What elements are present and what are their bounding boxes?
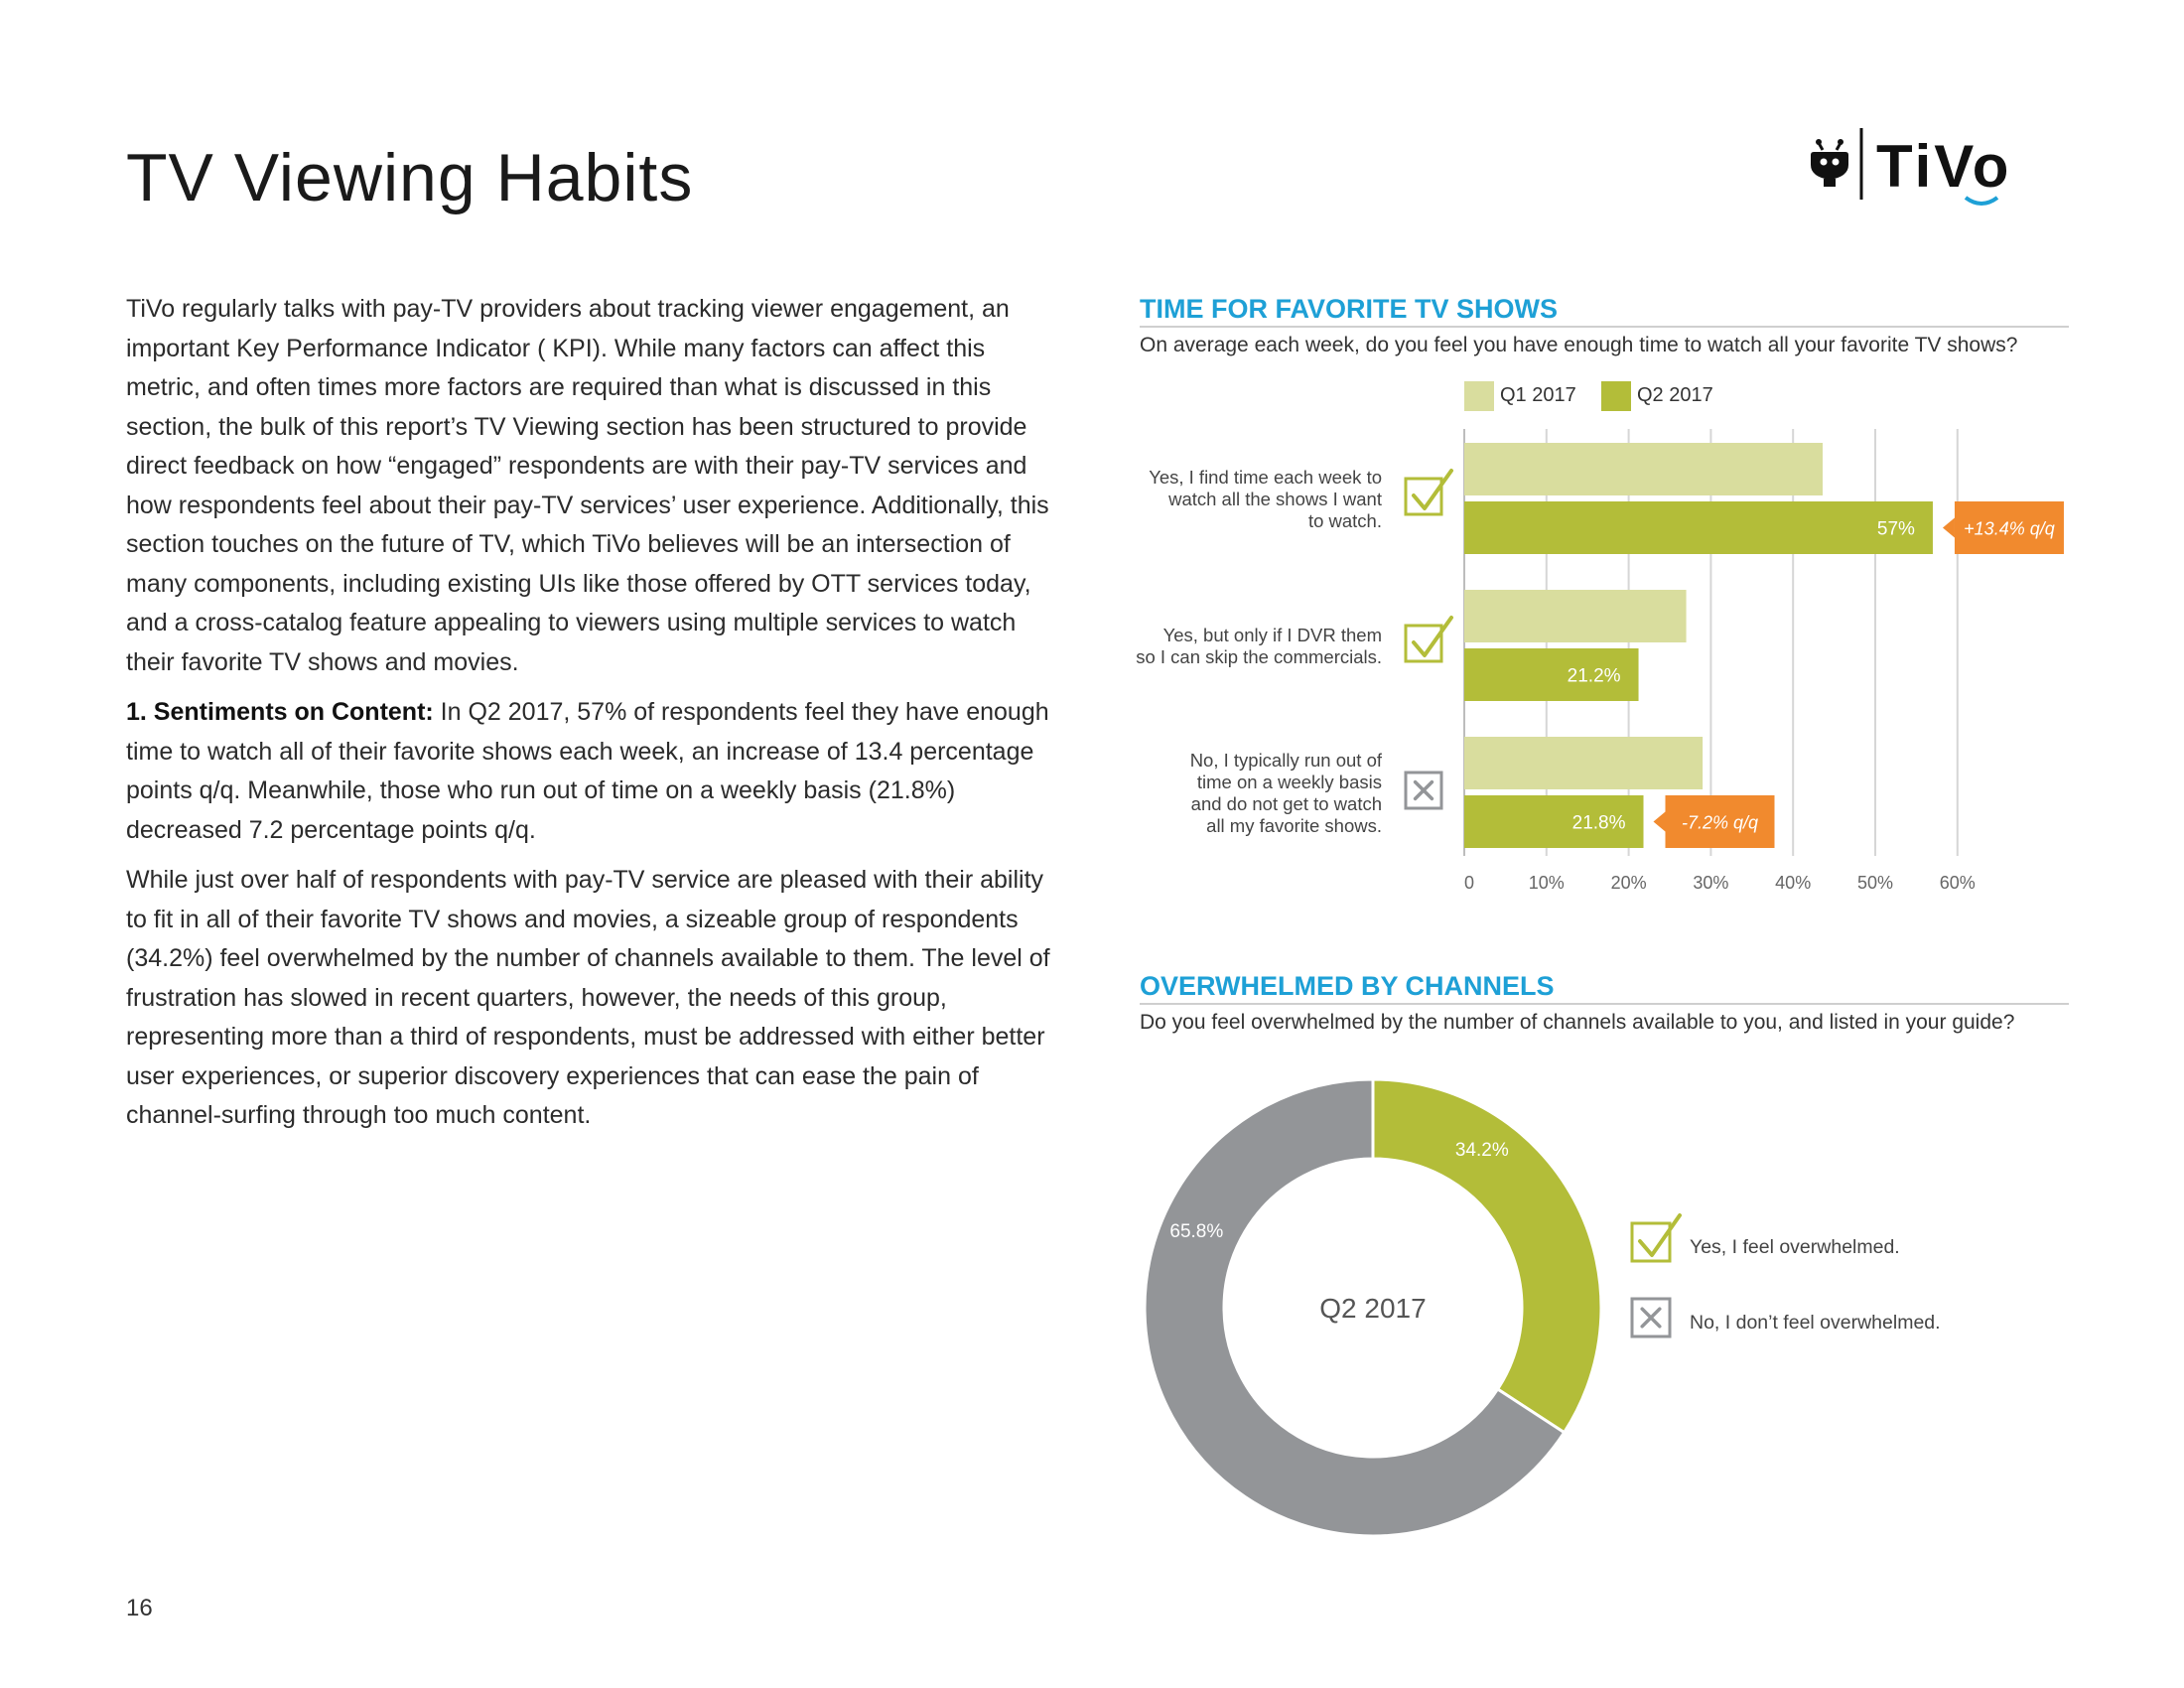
legend-swatch-q2 — [1601, 381, 1631, 411]
tivo-logo: TiVo — [1811, 128, 2011, 206]
bar-chart: 0 10% 20% 30% 40% 50% 60% 57% Yes, I find time e… — [1136, 429, 2064, 893]
bar-q1-2017 — [1464, 443, 1824, 495]
change-callout-box — [1665, 795, 1775, 848]
bar-chart-title: TIME FOR FAVORITE TV SHOWS — [1140, 294, 1559, 324]
tivo-mascot-icon — [1811, 139, 1848, 187]
change-callout-label: +13.4% q/q — [1964, 519, 2055, 539]
bar-chart-subtitle: On average each week, do you feel you ha… — [1140, 334, 2018, 356]
legend-label-q1: Q1 2017 — [1500, 384, 1576, 406]
check-icon — [1404, 616, 1453, 663]
donut-slice-no — [1143, 1077, 1567, 1538]
check-icon-mark — [1412, 616, 1453, 657]
sentiments-paragraph: 1. Sentiments on Content: In Q2 2017, 57… — [126, 693, 1059, 850]
check-icon-mark — [1412, 469, 1453, 510]
check-icon-box — [1404, 477, 1443, 516]
logo-smile — [1964, 196, 1999, 206]
donut-chart-title: OVERWHELMED BY CHANNELS — [1140, 971, 1555, 1001]
bar-chart-rule — [1140, 326, 2069, 328]
x-icon-cross — [1640, 1307, 1662, 1329]
check-icon-box — [1404, 624, 1443, 663]
x-tick-label: 10% — [1529, 873, 1565, 893]
bar-q1-2017 — [1464, 590, 1687, 642]
x-icon-box — [1404, 771, 1443, 810]
check-icon-box — [1630, 1221, 1672, 1263]
bar-value-label: 21.2% — [1568, 666, 1621, 687]
body-text: TiVo regularly talks with pay-TV provide… — [126, 290, 1059, 1147]
bar-value-label: 21.8% — [1572, 813, 1626, 834]
donut-center-label: Q2 2017 — [1319, 1293, 1426, 1324]
category-label-line: so I can skip the commercials. — [1136, 646, 1382, 667]
x-icon — [1630, 1297, 1672, 1338]
x-icon-cross — [1413, 779, 1434, 801]
category-label-line: to watch. — [1308, 510, 1382, 531]
change-callout-label: -7.2% q/q — [1682, 813, 1758, 833]
legend-swatch-q1 — [1464, 381, 1494, 411]
x-tick-label: 20% — [1611, 873, 1647, 893]
category-label-line: Yes, but only if I DVR them — [1163, 625, 1382, 645]
category-label-line: No, I typically run out of — [1190, 750, 1383, 771]
sentiments-label: 1. Sentiments on Content: — [126, 698, 434, 726]
donut-value-label: 65.8% — [1169, 1221, 1223, 1242]
page-title: TV Viewing Habits — [126, 140, 694, 215]
category-label-line: time on a weekly basis — [1197, 772, 1382, 792]
donut-legend-label: No, I don’t feel overwhelmed. — [1690, 1312, 1941, 1334]
category-label-line: Yes, I find time each week to — [1149, 467, 1382, 488]
bar-q2-2017 — [1464, 795, 1644, 848]
x-tick-label: 0 — [1464, 873, 1474, 893]
bar-q2-2017 — [1464, 648, 1639, 701]
check-icon-mark — [1638, 1213, 1682, 1257]
check-icon — [1630, 1213, 1682, 1263]
legend-label-q2: Q2 2017 — [1637, 384, 1713, 406]
change-callout-pointer — [1653, 811, 1666, 832]
x-tick-label: 60% — [1940, 873, 1976, 893]
x-icon-box — [1630, 1297, 1672, 1338]
x-tick-label: 30% — [1693, 873, 1728, 893]
change-callout-box — [1954, 501, 2064, 554]
bar-q2-2017 — [1464, 501, 1933, 554]
bar-value-label: 57% — [1877, 519, 1915, 540]
donut-slice-yes — [1371, 1077, 1603, 1435]
x-tick-label: 50% — [1857, 873, 1893, 893]
check-icon — [1404, 469, 1453, 516]
donut-chart-subtitle: Do you feel overwhelmed by the number of… — [1140, 1011, 2015, 1034]
intro-paragraph: TiVo regularly talks with pay-TV provide… — [126, 295, 1049, 676]
donut-chart-rule — [1140, 1003, 2069, 1005]
category-label-line: all my favorite shows. — [1206, 815, 1382, 836]
change-callout-pointer — [1942, 517, 1955, 538]
x-icon — [1404, 771, 1443, 810]
category-label-line: and do not get to watch — [1191, 793, 1382, 814]
page-number: 16 — [126, 1595, 153, 1621]
overwhelmed-paragraph: While just over half of respondents with… — [126, 866, 1050, 1129]
category-label-line: watch all the shows I want — [1167, 489, 1382, 509]
logo-wordmark: TiVo — [1876, 133, 2011, 200]
donut-value-label: 34.2% — [1455, 1140, 1509, 1161]
sentiments-text: In Q2 2017, 57% of respondents feel they… — [126, 698, 1049, 844]
donut-legend-label: Yes, I feel overwhelmed. — [1690, 1236, 1900, 1258]
x-tick-label: 40% — [1775, 873, 1811, 893]
bar-q1-2017 — [1464, 737, 1704, 789]
